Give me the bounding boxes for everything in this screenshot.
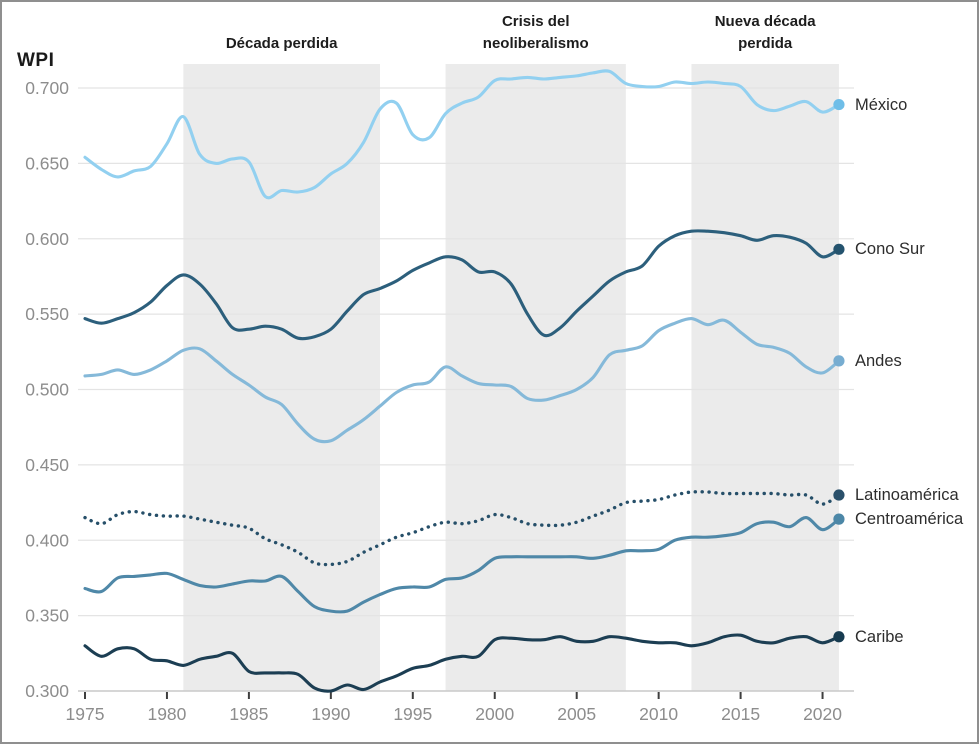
series-end-dot-caribe [833, 631, 845, 643]
series-end-dot-latinoamérica [833, 489, 845, 501]
x-tick-label: 1975 [66, 704, 105, 724]
y-tick-label: 0.550 [25, 304, 69, 324]
y-tick-label: 0.600 [25, 229, 69, 249]
x-tick-label: 1985 [229, 704, 268, 724]
series-end-dot-andes [833, 355, 845, 367]
x-tick-label: 2005 [557, 704, 596, 724]
y-tick-label: 0.400 [25, 530, 69, 550]
series-label-caribe: Caribe [855, 627, 904, 646]
y-tick-label: 0.500 [25, 380, 69, 400]
series-label-centroamerica: Centroamérica [855, 510, 964, 529]
annotation-line: perdida [738, 35, 793, 52]
annotation-line: Década perdida [225, 35, 338, 52]
series-line-latinoamérica [83, 490, 841, 567]
period-band [445, 64, 626, 691]
y-axis-title: WPI [17, 50, 55, 71]
series-label-mexico: México [855, 95, 908, 114]
y-tick-label: 0.350 [25, 606, 69, 626]
annotation-decada-perdida: Década perdida [152, 33, 412, 55]
series-line-centroamérica [83, 516, 841, 614]
series-line-caribe [83, 633, 841, 693]
x-tick-label: 1980 [147, 704, 186, 724]
series-end-dot-centroamérica [833, 513, 845, 525]
series-line-andes [83, 317, 841, 444]
x-tick-label: 2020 [803, 704, 842, 724]
series-line-méxico [83, 69, 841, 200]
series-label-latinoamerica: Latinoamérica [855, 486, 959, 505]
series-line-cono sur [83, 229, 841, 341]
series-end-dot-méxico [833, 98, 845, 111]
annotation-line: neoliberalismo [482, 35, 589, 52]
series-label-cono-sur: Cono Sur [855, 240, 925, 259]
y-tick-label: 0.300 [25, 681, 69, 701]
period-band [691, 64, 839, 691]
series-end-dot-cono sur [833, 243, 845, 255]
y-tick-label: 0.450 [25, 455, 69, 475]
annotation-line: Crisis del [501, 13, 570, 30]
annotation-line: Nueva década [714, 13, 816, 30]
x-tick-label: 2015 [721, 704, 760, 724]
annotation-crisis-neoliberalismo: Crisis del neoliberalismo [406, 11, 666, 55]
annotation-nueva-decada-perdida: Nueva década perdida [635, 11, 895, 55]
x-tick-label: 2010 [639, 704, 678, 724]
x-tick-label: 1990 [311, 704, 350, 724]
y-tick-label: 0.700 [25, 78, 69, 98]
series-label-andes: Andes [855, 351, 902, 370]
x-tick-label: 1995 [393, 704, 432, 724]
x-tick-label: 2000 [475, 704, 514, 724]
y-tick-label: 0.650 [25, 153, 69, 173]
